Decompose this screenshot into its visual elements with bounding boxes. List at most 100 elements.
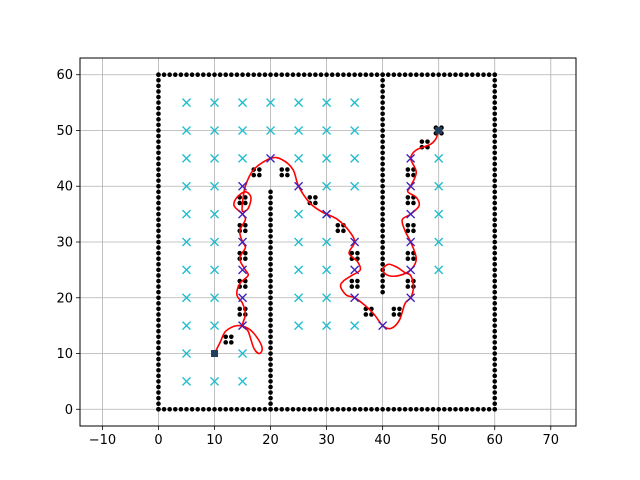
obstacle-point	[156, 94, 161, 100]
waypoint	[406, 153, 416, 163]
obstacle-point	[385, 72, 391, 78]
marker-stroke	[238, 153, 247, 163]
obstacle-point	[470, 406, 475, 412]
obstacle-point	[380, 250, 385, 256]
marker-stroke	[294, 293, 304, 303]
obstacle-point	[492, 262, 498, 267]
obstacle-point	[492, 172, 498, 178]
obstacle-point	[156, 234, 161, 239]
obstacle-point	[156, 267, 161, 273]
obstacle-point	[156, 340, 161, 345]
marker-stroke	[434, 265, 444, 275]
marker-stroke	[210, 237, 219, 247]
obstacle-point	[172, 72, 178, 78]
waypoint	[238, 209, 247, 219]
obstacle-point	[156, 245, 161, 250]
marker-stroke	[322, 98, 332, 108]
obstacle-point	[346, 406, 352, 412]
x-tick-label: 40	[374, 433, 391, 448]
obstacle-point	[161, 406, 167, 412]
obstacle-point	[178, 72, 184, 78]
obstacle-point	[492, 306, 498, 312]
marker-stroke	[210, 181, 219, 191]
obstacle-point	[419, 139, 425, 144]
candidate-point	[182, 321, 191, 331]
obstacle-point	[385, 406, 391, 412]
obstacle-point	[486, 406, 492, 412]
obstacle-point	[492, 395, 498, 401]
marker-stroke	[238, 376, 247, 386]
obstacle-point	[156, 301, 161, 306]
obstacle-point	[492, 111, 498, 117]
obstacle-point	[405, 172, 411, 178]
obstacle-point	[156, 172, 161, 178]
obstacle-point	[156, 317, 161, 323]
obstacle-point	[411, 200, 416, 206]
marker-stroke	[350, 321, 360, 331]
candidate-point	[434, 209, 444, 219]
obstacle-point	[380, 72, 385, 78]
marker-stroke	[182, 237, 191, 247]
obstacle-point	[492, 83, 498, 89]
marker-stroke	[322, 265, 332, 275]
obstacle-point	[492, 94, 498, 100]
obstacle-point	[391, 72, 397, 78]
obstacle-point	[430, 72, 436, 78]
obstacle-point	[492, 289, 498, 295]
candidate-point	[210, 376, 219, 386]
obstacle-point	[355, 278, 360, 284]
obstacle-point	[279, 72, 285, 78]
obstacle-point	[329, 72, 335, 78]
candidate-point	[210, 293, 219, 303]
obstacle-point	[492, 345, 498, 351]
waypoint	[294, 181, 304, 191]
obstacle-point	[243, 256, 248, 262]
obstacle-point	[161, 72, 167, 78]
obstacle-point	[380, 133, 385, 139]
obstacle-point	[335, 406, 341, 412]
marker-stroke	[294, 265, 304, 275]
obstacle-point	[380, 139, 385, 144]
x-tick-label: 30	[318, 433, 335, 448]
obstacle-point	[458, 406, 464, 412]
path-line	[213, 130, 440, 355]
candidate-point	[238, 349, 247, 358]
obstacle-point	[425, 406, 430, 412]
obstacle-point	[245, 406, 251, 412]
obstacle-point	[419, 406, 425, 412]
obstacle-point	[243, 195, 248, 200]
obstacle-point	[405, 256, 411, 262]
candidate-point	[182, 237, 191, 247]
waypoint	[238, 181, 247, 191]
candidate-point	[350, 126, 360, 135]
obstacle-point	[380, 278, 385, 284]
obstacle-point	[492, 278, 498, 284]
obstacle-point	[243, 228, 248, 234]
obstacle-point	[380, 183, 385, 189]
obstacle-point	[268, 256, 273, 262]
obstacle-point	[486, 72, 492, 78]
marker-stroke	[182, 209, 191, 219]
obstacle-point	[405, 278, 411, 284]
marker-stroke	[238, 293, 247, 303]
candidate-point	[322, 293, 332, 303]
obstacle-point	[313, 200, 318, 206]
marker-stroke	[210, 126, 219, 135]
obstacle-point	[156, 161, 161, 167]
candidate-point	[434, 265, 444, 275]
obstacle-point	[156, 128, 161, 133]
obstacle-point	[268, 340, 273, 345]
marker-stroke	[266, 98, 276, 108]
marker-stroke	[238, 126, 247, 135]
waypoint	[350, 237, 360, 247]
obstacle-point	[251, 72, 257, 78]
marker-stroke	[322, 126, 332, 135]
obstacle-point	[156, 222, 161, 228]
candidate-point	[322, 237, 332, 247]
obstacle-point	[380, 117, 385, 122]
obstacle-point	[172, 406, 178, 412]
obstacle-point	[156, 278, 161, 284]
candidate-point	[210, 321, 219, 331]
obstacle-point	[268, 367, 273, 373]
obstacle-point	[156, 195, 161, 200]
